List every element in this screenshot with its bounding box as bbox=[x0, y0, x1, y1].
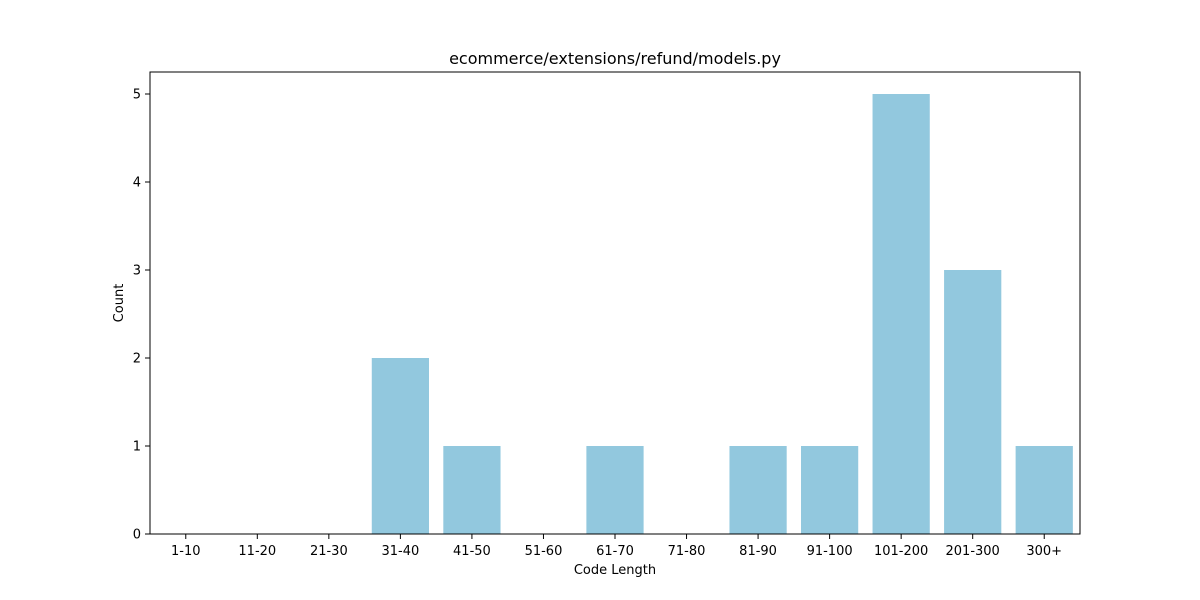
y-axis-ticks: 0 1 2 3 4 5 bbox=[133, 88, 150, 543]
x-tick-label: 201-300 bbox=[946, 544, 1000, 559]
chart-title: ecommerce/extensions/refund/models.py bbox=[449, 49, 781, 68]
y-tick-label: 1 bbox=[133, 440, 141, 455]
x-tick-label: 300+ bbox=[1026, 544, 1062, 559]
x-axis-ticks: 1-10 11-20 21-30 31-40 41-50 51-60 61-70 71-80 8… bbox=[171, 534, 1062, 559]
x-tick-label: 1-10 bbox=[171, 544, 201, 559]
x-tick-label: 11-20 bbox=[238, 544, 276, 559]
bar-201-300 bbox=[944, 270, 1002, 534]
bar-61-70 bbox=[586, 446, 644, 534]
y-tick-label: 2 bbox=[133, 352, 141, 367]
x-tick-label: 61-70 bbox=[596, 544, 634, 559]
x-tick-label: 41-50 bbox=[453, 544, 491, 559]
bar-91-100 bbox=[801, 446, 859, 534]
y-tick-label: 4 bbox=[133, 176, 141, 191]
x-tick-label: 91-100 bbox=[807, 544, 853, 559]
bar-31-40 bbox=[371, 358, 429, 534]
bars-layer bbox=[371, 94, 1073, 534]
y-tick-label: 0 bbox=[133, 528, 141, 543]
y-tick-label: 5 bbox=[133, 88, 141, 103]
bar-41-50 bbox=[443, 446, 501, 534]
x-tick-label: 21-30 bbox=[310, 544, 348, 559]
y-axis-label: Count bbox=[112, 284, 127, 323]
bar-81-90 bbox=[729, 446, 787, 534]
plot-frame bbox=[149, 71, 1081, 535]
x-tick-label: 101-200 bbox=[874, 544, 928, 559]
x-tick-label: 31-40 bbox=[381, 544, 419, 559]
bar-101-200 bbox=[872, 94, 930, 534]
x-tick-label: 51-60 bbox=[525, 544, 563, 559]
x-axis-label: Code Length bbox=[574, 563, 656, 578]
bar-300+ bbox=[1015, 446, 1073, 534]
y-tick-label: 3 bbox=[133, 264, 141, 279]
x-tick-label: 71-80 bbox=[668, 544, 706, 559]
x-tick-label: 81-90 bbox=[739, 544, 777, 559]
